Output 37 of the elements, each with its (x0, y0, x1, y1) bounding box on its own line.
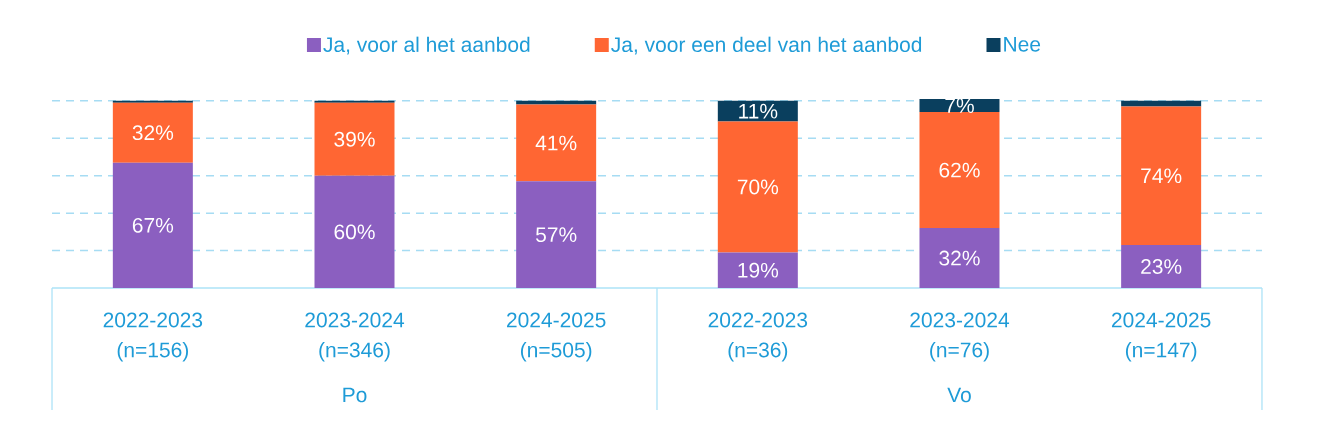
x-tick-label: 2024-2025 (n=147) (1111, 312, 1211, 362)
data-label: 57% (535, 227, 577, 243)
x-tick-label: 2022-2023 (n=156) (103, 312, 203, 362)
x-tick-label: 2024-2025 (n=505) (507, 312, 606, 362)
data-label: 60% (334, 224, 375, 240)
data-label: 67% (132, 217, 174, 233)
data-label: 70% (737, 179, 779, 195)
bar (919, 112, 1000, 229)
data-label: 32% (939, 250, 980, 266)
x-tick-label: 2023-2024 (n=76) (910, 312, 1010, 362)
bar (112, 102, 193, 163)
bar (717, 121, 798, 253)
bar (516, 100, 597, 105)
x-tick-label: 2022-2023 (n=36) (708, 312, 808, 362)
bar (112, 162, 193, 288)
data-label: 23% (1141, 259, 1182, 274)
data-label: 62% (939, 162, 980, 178)
legend-label: Ja, voor een deel van het aanbod (611, 36, 922, 55)
data-label: 74% (1141, 168, 1182, 184)
bar (516, 181, 597, 288)
x-tick-label: 2023-2024 (n=346) (305, 312, 405, 362)
bar (516, 104, 597, 182)
bar (1121, 244, 1202, 288)
data-label: 41% (535, 135, 577, 151)
text: Vo (947, 387, 971, 403)
bar (919, 228, 1000, 288)
bar (314, 175, 395, 288)
bar (314, 102, 395, 176)
text: Po (343, 387, 367, 403)
data-label: 32% (132, 125, 174, 141)
bar (717, 252, 798, 288)
data-label: 11% (739, 103, 778, 119)
legend-label: Nee (1004, 37, 1041, 52)
bar (1121, 106, 1202, 245)
legend-label: Ja, voor al het aanbod (323, 36, 530, 55)
data-label: 19% (738, 262, 779, 278)
data-label: 39% (334, 131, 375, 147)
